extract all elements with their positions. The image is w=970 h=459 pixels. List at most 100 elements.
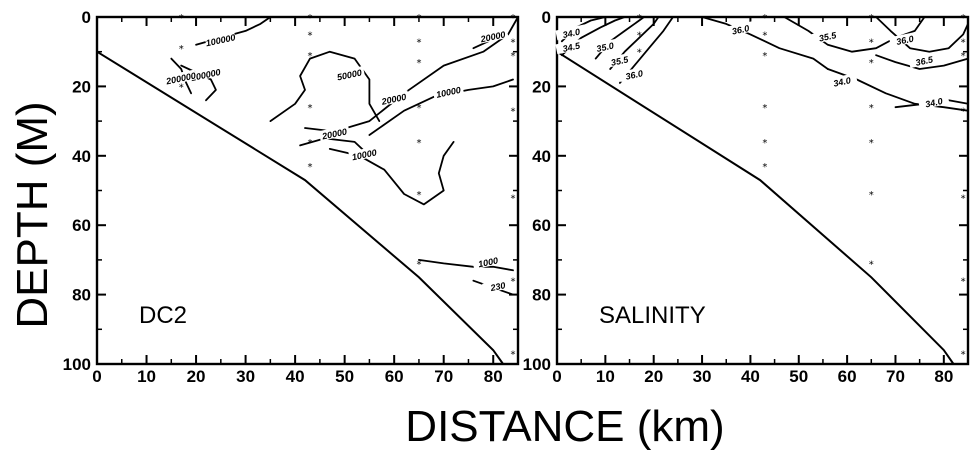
- station-marker: *: [961, 277, 966, 288]
- panel-label: SALINITY: [599, 302, 706, 329]
- station-marker: *: [307, 138, 312, 149]
- contour-label: 35.5: [818, 30, 838, 44]
- station-marker: *: [869, 259, 874, 270]
- station-marker: *: [416, 58, 421, 69]
- contour-label: 35.5: [610, 54, 630, 68]
- station-marker: *: [762, 13, 767, 24]
- y-tick-label: 60: [532, 216, 551, 235]
- station-marker: *: [511, 51, 516, 62]
- y-tick-label: 40: [532, 147, 551, 166]
- station-marker: *: [869, 138, 874, 149]
- station-marker: *: [762, 51, 767, 62]
- panels: 0 10 20 30 40 50 60 70 8002040608010010000010000…: [63, 8, 970, 386]
- contour-label: 34.0: [562, 27, 581, 40]
- station-marker: *: [762, 103, 767, 114]
- contour-label-bg: [826, 72, 858, 89]
- bottom-profile-line: [96, 50, 504, 365]
- contour-label-bg: [555, 38, 587, 55]
- x-tick-label: 40: [741, 367, 760, 386]
- x-tick-label: 10: [137, 367, 156, 386]
- station-marker: *: [511, 107, 516, 118]
- y-tick-label: 80: [532, 286, 551, 305]
- contour-label-bg: [724, 20, 757, 37]
- contour-label-bg: [555, 24, 587, 41]
- station-marker: *: [416, 259, 421, 270]
- y-tick-label: 100: [63, 355, 91, 374]
- contour-line: [701, 16, 829, 70]
- contour-label: 10000: [435, 85, 462, 100]
- panel-label: DC2: [139, 302, 187, 329]
- contour-label-bg: [204, 31, 237, 48]
- station-marker: *: [869, 13, 874, 24]
- station-marker: *: [961, 13, 966, 24]
- station-marker: *: [961, 193, 966, 204]
- contour-label: 36.0: [625, 68, 644, 81]
- station-marker: *: [961, 51, 966, 62]
- contour-label: 100000: [205, 32, 236, 48]
- contour-line: [417, 258, 514, 272]
- contour-label-bg: [189, 66, 222, 83]
- y-tick-label: 20: [532, 77, 551, 96]
- station-marker: *: [961, 350, 966, 361]
- station-marker: *: [637, 48, 642, 59]
- x-tick-label: 60: [838, 367, 857, 386]
- station-marker: *: [762, 30, 767, 41]
- contour-line: [875, 54, 969, 70]
- contour-label-bg: [618, 66, 650, 83]
- station-marker: *: [869, 103, 874, 114]
- contour-line: [783, 16, 926, 53]
- station-marker: *: [511, 193, 516, 204]
- x-tick-label: 60: [385, 367, 404, 386]
- contour-label-bg: [482, 277, 514, 294]
- contour-label: 20000: [479, 29, 507, 44]
- station-marker: *: [416, 138, 421, 149]
- station-marker: *: [307, 162, 312, 173]
- contour-line: [328, 140, 455, 206]
- x-axis-label: DISTANCE (km): [405, 402, 724, 451]
- station-marker: *: [416, 190, 421, 201]
- x-tick-label: 0: [552, 367, 561, 386]
- y-tick-label: 60: [72, 216, 91, 235]
- contour-label-bg: [348, 145, 380, 162]
- station-marker: *: [511, 277, 516, 288]
- contour-line: [299, 137, 371, 157]
- y-tick-label: 20: [72, 77, 91, 96]
- station-marker: *: [416, 103, 421, 114]
- x-tick-label: 30: [236, 367, 255, 386]
- contour-label-bg: [811, 27, 844, 44]
- station-marker: *: [869, 58, 874, 69]
- x-tick-label: 0: [92, 367, 101, 386]
- contour-line: [269, 50, 381, 122]
- contour-label-bg: [589, 38, 621, 55]
- contour-label: 36.0: [895, 34, 914, 47]
- contour-label: 34.5: [562, 40, 582, 54]
- y-tick-label: 80: [72, 286, 91, 305]
- contour-label-bg: [603, 52, 636, 69]
- x-tick-label: 30: [693, 367, 712, 386]
- y-tick-label: 40: [72, 147, 91, 166]
- x-tick-label: 50: [335, 367, 354, 386]
- x-tick-label: 20: [644, 367, 663, 386]
- station-marker: *: [511, 13, 516, 24]
- x-tick-label: 80: [934, 367, 953, 386]
- x-tick-label: 70: [886, 367, 905, 386]
- contour-label: 20000: [380, 92, 408, 107]
- station-marker: *: [869, 37, 874, 48]
- bottom-profile-line: [556, 50, 955, 365]
- station-marker: *: [961, 37, 966, 48]
- y-tick-label: 100: [523, 355, 551, 374]
- contour-label: 35.0: [596, 41, 615, 54]
- contour-label-bg: [432, 83, 464, 100]
- station-marker: *: [307, 51, 312, 62]
- contour-label: 1000: [477, 255, 499, 269]
- station-marker: *: [179, 13, 184, 24]
- contour-label-bg: [378, 90, 410, 107]
- station-marker: *: [307, 103, 312, 114]
- station-marker: *: [637, 30, 642, 41]
- contour-label-bg: [318, 125, 351, 142]
- y-tick-label: 0: [542, 8, 551, 27]
- station-marker: *: [637, 13, 642, 24]
- x-tick-label: 80: [484, 367, 503, 386]
